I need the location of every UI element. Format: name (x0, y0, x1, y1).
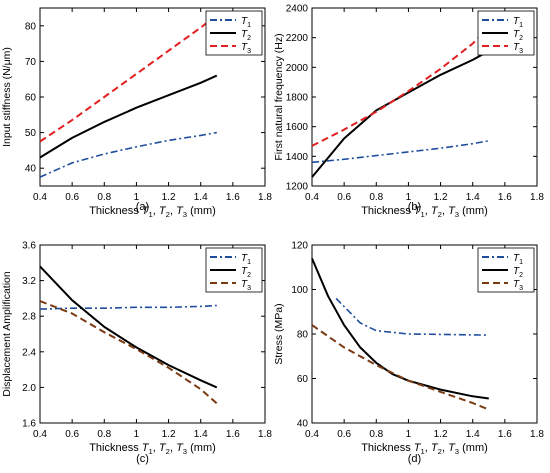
x-tick-label: 0.8 (97, 429, 111, 440)
x-tick-label: 1.2 (434, 429, 448, 440)
x-tick-label: 0.4 (33, 429, 47, 440)
legend-label-t2: T2​ (513, 29, 523, 42)
y-tick-label: 80 (297, 330, 309, 341)
legend-label-t3: T3​ (513, 279, 523, 292)
x-axis-label: Thickness T1​, T2​, T3​ (mm) (89, 442, 216, 456)
legend-label-t2: T2​ (241, 29, 251, 42)
y-tick-label: 80 (25, 21, 37, 32)
x-tick-label: 1 (406, 192, 412, 203)
y-tick-label: 3.6 (22, 241, 36, 252)
chart-panel-a: 0.4 0.6 0.8 1 1.2 1.4 1.6 1.8 40 50 60 70 80 T1​T2​T3… (1, 7, 272, 219)
x-axis-label: Thickness T1​, T2​, T3​ (mm) (361, 442, 488, 456)
y-tick-label: 2200 (286, 33, 309, 44)
x-tick-label: 1.8 (258, 429, 272, 440)
x-tick-label: 0.8 (97, 192, 111, 203)
legend-label-t1: T1​ (241, 16, 251, 29)
x-tick-label: 1.4 (194, 192, 208, 203)
x-tick-label: 0.6 (337, 192, 351, 203)
y-axis-label: Input stiffness (N/μm) (1, 47, 13, 147)
y-tick-label: 1400 (286, 152, 309, 163)
y-tick-label: 2.4 (22, 347, 36, 358)
series-line-t3 (39, 14, 218, 143)
series-line-t1 (39, 131, 217, 178)
series-line-t3 (311, 26, 490, 147)
y-axis-label: Displacement Amplification (1, 271, 13, 397)
y-tick-label: 2400 (286, 4, 309, 15)
series-line-t1 (335, 297, 489, 336)
x-axis-label: Thickness T1​, T2​, T3​ (mm) (89, 205, 216, 219)
x-tick-label: 0.8 (369, 429, 383, 440)
x-tick-label: 1.8 (530, 192, 544, 203)
series-line-t1 (39, 304, 217, 310)
y-tick-label: 1200 (286, 182, 309, 193)
y-tick-label: 3.2 (22, 276, 36, 287)
legend-label-t3: T3​ (241, 279, 251, 292)
y-tick-label: 1.6 (22, 419, 36, 430)
x-tick-label: 1.6 (498, 429, 512, 440)
series-line-t3 (39, 300, 218, 405)
y-tick-label: 100 (291, 285, 308, 296)
x-tick-label: 0.6 (65, 429, 79, 440)
y-tick-label: 120 (291, 241, 308, 252)
y-tick-label: 2000 (286, 63, 309, 74)
y-tick-label: 1600 (286, 122, 309, 133)
x-tick-label: 0.4 (305, 192, 319, 203)
y-axis-label: Stress (MPa) (273, 303, 285, 364)
x-tick-label: 1 (134, 192, 140, 203)
x-tick-label: 1.2 (162, 192, 176, 203)
series-line-t1 (311, 140, 489, 164)
x-tick-label: 1.8 (258, 192, 272, 203)
x-tick-label: 1.4 (466, 192, 480, 203)
x-tick-label: 1.4 (466, 429, 480, 440)
y-tick-label: 2.0 (22, 383, 36, 394)
legend-label-t3: T3​ (241, 42, 251, 55)
series-line-t2 (39, 74, 218, 159)
x-tick-label: 1.4 (194, 429, 208, 440)
x-tick-label: 0.4 (305, 429, 319, 440)
panel-caption: (d) (408, 453, 421, 465)
x-tick-label: 1.8 (530, 429, 544, 440)
x-tick-label: 0.8 (369, 192, 383, 203)
x-tick-label: 1 (134, 429, 140, 440)
x-tick-label: 1.6 (498, 192, 512, 203)
legend-label-t3: T3​ (513, 42, 523, 55)
chart-panel-c: 0.4 0.6 0.8 1 1.2 1.4 1.6 1.8 1.6 2.0 2.4 2.8 3.2 3.6… (1, 241, 272, 466)
y-tick-label: 40 (25, 164, 37, 175)
series-line-t2 (311, 258, 489, 400)
x-tick-label: 1.6 (226, 192, 240, 203)
series-line-t2 (311, 50, 490, 178)
x-tick-label: 1.2 (162, 429, 176, 440)
legend-label-t2: T2​ (241, 266, 251, 279)
y-tick-label: 60 (25, 93, 37, 104)
panel-caption: (b) (408, 201, 421, 213)
y-tick-label: 40 (297, 419, 309, 430)
legend-label-t1: T1​ (513, 253, 523, 266)
x-tick-label: 1.6 (226, 429, 240, 440)
x-tick-label: 0.4 (33, 192, 47, 203)
y-axis-label: First natural frequency (Hz) (273, 33, 285, 160)
y-tick-label: 2.8 (22, 312, 36, 323)
chart-panel-b: 0.4 0.6 0.8 1 1.2 1.4 1.6 1.8 1200 1400 1600 1800 20… (273, 4, 544, 220)
panel-caption: (a) (136, 201, 149, 213)
y-tick-label: 1800 (286, 93, 309, 104)
chart-panel-d: 0.4 0.6 0.8 1 1.2 1.4 1.6 1.8 40 60 80 100 120 T1​T2​… (273, 241, 544, 466)
x-tick-label: 0.6 (337, 429, 351, 440)
x-tick-label: 1 (406, 429, 412, 440)
legend-label-t1: T1​ (241, 253, 251, 266)
x-tick-label: 0.6 (65, 192, 79, 203)
series-line-t3 (311, 324, 490, 411)
y-tick-label: 60 (297, 374, 309, 385)
y-tick-label: 50 (25, 128, 37, 139)
series-line-t2 (39, 265, 218, 389)
legend-label-t1: T1​ (513, 16, 523, 29)
x-tick-label: 1.2 (434, 192, 448, 203)
panel-caption: (c) (136, 453, 149, 465)
legend-label-t2: T2​ (513, 266, 523, 279)
x-axis-label: Thickness T1​, T2​, T3​ (mm) (361, 205, 488, 219)
y-tick-label: 70 (25, 57, 37, 68)
